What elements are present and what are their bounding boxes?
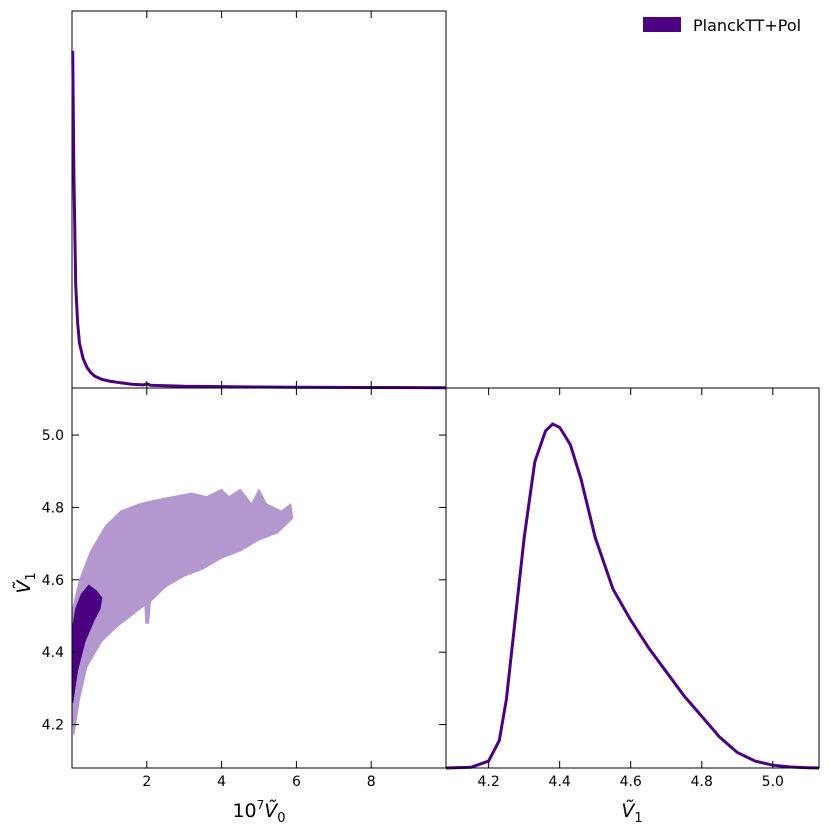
x-tick-label: 4.6 (620, 774, 642, 790)
x-tick-label: 4.4 (549, 774, 571, 790)
joint-v0-v1-panel: 2 4 6 8 4.2 4.4 4.6 4.8 5.0 (42, 387, 447, 790)
x-tick-label: 8 (367, 774, 376, 790)
x-tick-label: 6 (292, 774, 301, 790)
marginal-v0-panel (71, 10, 447, 390)
y-tick-label: 4.4 (42, 645, 64, 661)
y-tick-label: 4.6 (42, 573, 64, 589)
x-tick-label: 2 (142, 774, 151, 790)
marginal-v0-curve (71, 50, 447, 390)
x-tick-label: 4.8 (691, 774, 713, 790)
legend-label: PlanckTT+Pol (693, 16, 801, 35)
x-axis-title-v0: 107Ṽ0 (232, 798, 285, 826)
y-axis-title-v1: Ṽ1 (11, 572, 39, 593)
y-tick-label: 5.0 (42, 428, 64, 444)
y-tick-label: 4.8 (42, 500, 64, 516)
marginal-v1-curve (445, 422, 820, 770)
marginal-v1-panel: 4.2 4.4 4.6 4.8 5.0 (445, 387, 820, 790)
x-tick-label: 4.2 (477, 774, 499, 790)
y-tick-label: 4.2 (42, 718, 64, 734)
x-tick-label: 5.0 (762, 774, 784, 790)
contour-68-region (72, 584, 103, 703)
x-tick-label: 4 (217, 774, 226, 790)
contour-95-region (72, 488, 294, 736)
legend: PlanckTT+Pol (643, 16, 801, 35)
x-axis-title-v1: Ṽ1 (621, 798, 642, 826)
legend-swatch (643, 17, 681, 32)
